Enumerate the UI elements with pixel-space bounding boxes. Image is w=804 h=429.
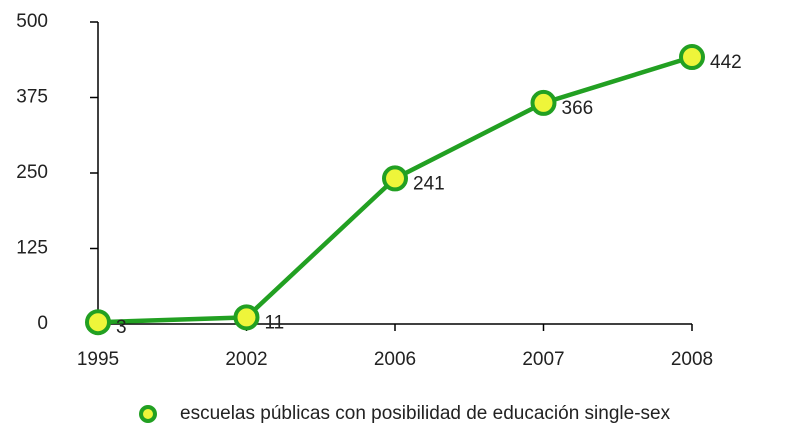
marker bbox=[530, 89, 557, 116]
x-tick-label: 2002 bbox=[225, 349, 267, 370]
y-tick-label: 375 bbox=[16, 87, 48, 108]
x-tick-label: 2008 bbox=[671, 349, 713, 370]
x-tick-label: 2006 bbox=[374, 349, 416, 370]
legend-label: escuelas públicas con posibilidad de edu… bbox=[180, 403, 671, 424]
x-tick-label: 2007 bbox=[522, 349, 564, 370]
marker bbox=[85, 309, 111, 336]
y-tick-label: 500 bbox=[16, 11, 48, 32]
y-tick-label: 125 bbox=[16, 238, 48, 259]
y-tick-label: 0 bbox=[37, 313, 48, 334]
marker bbox=[382, 165, 408, 192]
y-tick-label: 250 bbox=[16, 162, 48, 183]
data-label: 11 bbox=[265, 312, 285, 333]
data-label: 3 bbox=[116, 317, 127, 338]
data-label: 366 bbox=[562, 98, 594, 119]
data-label: 442 bbox=[710, 52, 742, 73]
data-label: 241 bbox=[413, 173, 445, 194]
legend-marker bbox=[139, 405, 157, 423]
marker bbox=[679, 44, 705, 71]
marker bbox=[233, 304, 260, 331]
x-tick-label: 1995 bbox=[77, 349, 119, 370]
